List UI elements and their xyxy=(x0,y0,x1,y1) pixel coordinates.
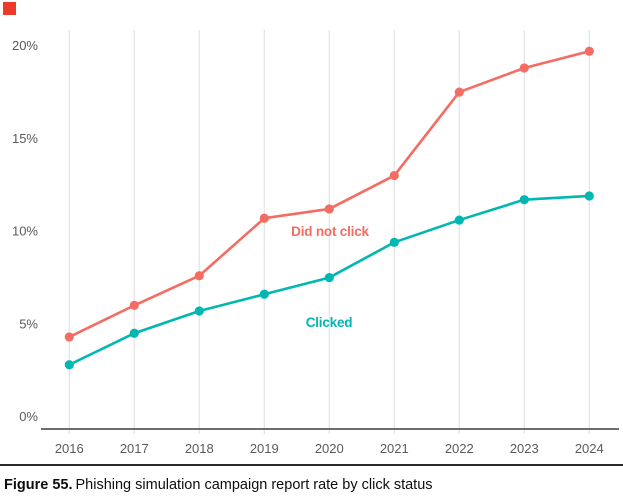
y-axis-labels: 20% 15% 10% 5% 0% xyxy=(12,38,38,424)
y-tick-label: 20% xyxy=(12,38,38,53)
data-point-did-not-click xyxy=(64,332,74,342)
y-tick-label: 10% xyxy=(12,224,38,239)
data-point-clicked xyxy=(389,237,399,247)
x-tick-label: 2016 xyxy=(55,441,84,456)
y-tick-label: 0% xyxy=(19,409,38,424)
y-tick-label: 5% xyxy=(19,316,38,331)
data-point-clicked xyxy=(584,191,594,201)
data-point-clicked xyxy=(454,215,464,225)
series-clicked: Clicked xyxy=(64,191,594,370)
data-point-did-not-click xyxy=(259,213,269,223)
x-axis-labels: 2016 2017 2018 2019 2020 2021 2022 2023 2024 xyxy=(55,441,604,456)
figure-caption: Figure 55. Phishing simulation campaign r… xyxy=(0,464,623,494)
x-tick-label: 2024 xyxy=(575,441,604,456)
series-label-clicked: Clicked xyxy=(306,315,353,330)
data-point-clicked xyxy=(194,306,204,316)
figure-corner-marker xyxy=(3,2,16,15)
y-tick-label: 15% xyxy=(12,131,38,146)
series-label-did-not-click: Did not click xyxy=(291,224,369,239)
gridlines xyxy=(68,30,590,434)
x-tick-label: 2021 xyxy=(380,441,409,456)
x-tick-label: 2019 xyxy=(250,441,279,456)
x-tick-label: 2017 xyxy=(120,441,149,456)
data-point-did-not-click xyxy=(194,271,204,281)
data-point-clicked xyxy=(519,195,529,205)
x-tick-label: 2020 xyxy=(315,441,344,456)
data-point-clicked xyxy=(64,360,74,370)
data-point-did-not-click xyxy=(324,204,334,214)
data-point-did-not-click xyxy=(389,170,399,181)
data-point-did-not-click xyxy=(454,87,464,97)
x-tick-label: 2022 xyxy=(445,441,474,456)
x-tick-label: 2023 xyxy=(510,441,539,456)
data-point-did-not-click xyxy=(519,63,529,73)
x-tick-label: 2018 xyxy=(185,441,214,456)
data-point-clicked xyxy=(324,272,334,283)
data-point-clicked xyxy=(129,328,139,338)
series-did-not-click: Did not click xyxy=(64,46,594,342)
figure-caption-number: Figure 55. xyxy=(4,477,73,493)
line-chart: 20% 15% 10% 5% 0% 2016 2017 2018 2019 2020 2021 202… xyxy=(12,30,619,456)
data-point-clicked xyxy=(259,289,269,299)
data-point-did-not-click xyxy=(129,300,139,310)
figure-caption-text: Phishing simulation campaign report rate… xyxy=(75,477,433,493)
data-point-did-not-click xyxy=(584,46,594,56)
